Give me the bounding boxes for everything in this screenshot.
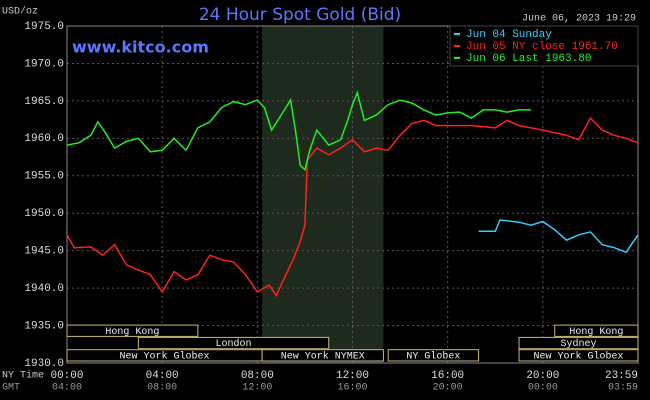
session-label: Sydney xyxy=(561,338,597,350)
x-row-label: NY Time xyxy=(2,370,44,382)
session-box xyxy=(518,349,639,362)
y-tick-label: 1950.0 xyxy=(24,208,64,220)
legend-label: Jun 06 Last 1963.80 xyxy=(466,53,591,65)
gmt-tick-label: 16:00 xyxy=(337,383,367,394)
x-tick-label: 00:00 xyxy=(50,370,83,382)
x-tick-label: 04:00 xyxy=(146,370,179,382)
series-line xyxy=(66,90,531,172)
legend-box xyxy=(449,25,639,67)
website: www.kitco.com xyxy=(72,38,209,57)
series-line xyxy=(478,219,639,254)
gmt-tick-label: 03:59 xyxy=(608,383,638,394)
session-label: London xyxy=(216,338,252,350)
session-box xyxy=(66,324,199,337)
gmt-tick-label: 20:00 xyxy=(433,383,463,394)
x-tick-label: 16:00 xyxy=(431,370,464,382)
session-label: Hong Kong xyxy=(105,327,159,338)
chart-title: 24 Hour Spot Gold (Bid) xyxy=(199,5,401,25)
session-label: New York NYMEX xyxy=(281,350,365,362)
y-tick-label: 1940.0 xyxy=(24,283,64,295)
gmt-tick-label: 12:00 xyxy=(242,383,272,394)
y-tick-label: 1945.0 xyxy=(24,246,64,258)
legend-label: Jun 04 Sunday xyxy=(466,29,552,41)
session-box xyxy=(518,336,639,350)
y-tick-label: 1965.0 xyxy=(24,96,64,108)
session-shade xyxy=(262,26,384,363)
x-tick-label: 12:00 xyxy=(336,370,369,382)
session-label: New York Globex xyxy=(120,350,210,362)
y-tick-label: 1930.0 xyxy=(24,358,64,370)
series-line xyxy=(66,116,639,298)
session-box xyxy=(261,349,384,362)
y-tick-label: 1970.0 xyxy=(24,58,64,70)
y-tick-label: 1960.0 xyxy=(24,133,64,145)
x-tick-label: 08:00 xyxy=(241,370,274,382)
timestamp: June 06, 2023 19:29 xyxy=(522,14,636,25)
y-tick-label: 1955.0 xyxy=(24,171,64,183)
gmt-row-label: GMT xyxy=(2,383,20,394)
y-tick-label: 1935.0 xyxy=(24,320,64,332)
session-box xyxy=(554,324,639,337)
gmt-tick-label: 00:00 xyxy=(528,383,558,394)
gmt-tick-label: 08:00 xyxy=(147,383,177,394)
x-tick-label: 23:59 xyxy=(605,370,638,382)
y-tick-label: 1975.0 xyxy=(24,21,64,33)
session-label: New York Globex xyxy=(534,350,624,362)
gmt-tick-label: 04:00 xyxy=(52,383,82,394)
session-box xyxy=(387,349,480,362)
y-axis-label: USD/oz xyxy=(2,6,38,18)
session-label: NY Globex xyxy=(406,350,460,362)
session-box xyxy=(137,336,330,350)
session-label: Hong Kong xyxy=(569,327,623,338)
x-tick-label: 20:00 xyxy=(526,370,559,382)
legend-label: Jun 05 NY close 1961.70 xyxy=(466,41,618,53)
plot-frame xyxy=(66,25,639,364)
